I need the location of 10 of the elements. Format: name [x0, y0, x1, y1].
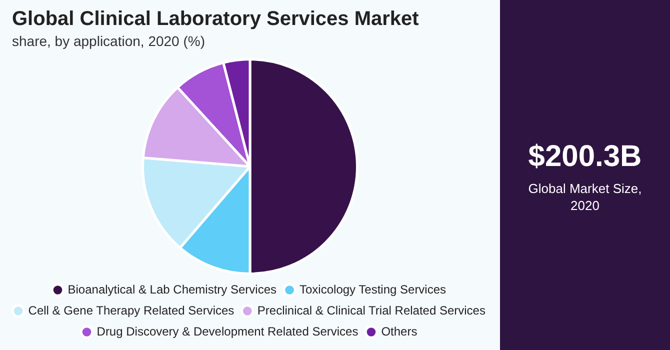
legend-label: Cell & Gene Therapy Related Services [28, 303, 234, 318]
legend-label: Others [381, 324, 418, 338]
text: $200.3B [527, 140, 643, 174]
text: Global Market Size, 2020 [527, 180, 643, 214]
legend-label: Bioanalytical & Lab Chemistry Services [68, 282, 277, 296]
legend-label: Drug Discovery & Development Related Services [96, 324, 358, 338]
chart-subtitle: share, by application, 2020 (%) [12, 33, 205, 49]
legend-label: Preclinical & Clinical Trial Related Services [257, 303, 486, 318]
legend-label: Toxicology Testing Services [300, 282, 446, 296]
chart-title: Global Clinical Laboratory Services Market [12, 8, 419, 31]
